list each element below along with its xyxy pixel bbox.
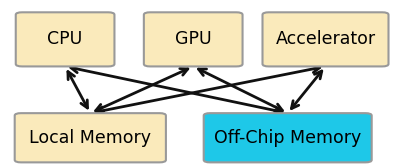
Text: CPU: CPU xyxy=(47,30,83,48)
FancyBboxPatch shape xyxy=(262,12,388,66)
FancyBboxPatch shape xyxy=(16,12,114,66)
Text: Accelerator: Accelerator xyxy=(276,30,375,48)
FancyBboxPatch shape xyxy=(204,113,372,162)
FancyBboxPatch shape xyxy=(144,12,243,66)
Text: GPU: GPU xyxy=(175,30,212,48)
Text: Off-Chip Memory: Off-Chip Memory xyxy=(214,129,361,147)
Text: Local Memory: Local Memory xyxy=(29,129,151,147)
FancyBboxPatch shape xyxy=(15,113,166,162)
